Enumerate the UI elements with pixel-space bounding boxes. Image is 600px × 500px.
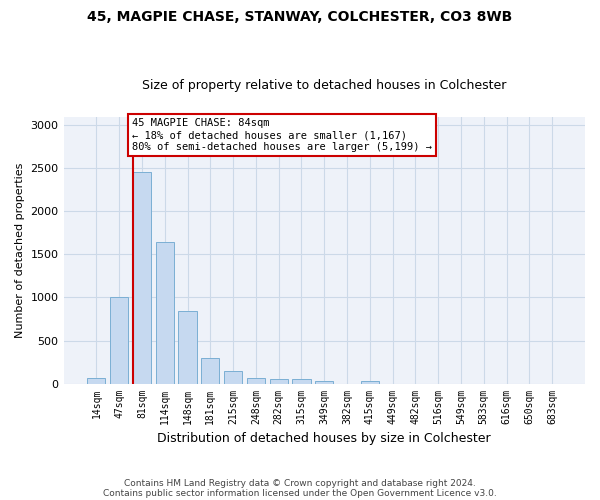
- Text: Contains HM Land Registry data © Crown copyright and database right 2024.: Contains HM Land Registry data © Crown c…: [124, 478, 476, 488]
- Bar: [247, 378, 265, 384]
- Y-axis label: Number of detached properties: Number of detached properties: [15, 162, 25, 338]
- Bar: [224, 371, 242, 384]
- Bar: [361, 381, 379, 384]
- Title: Size of property relative to detached houses in Colchester: Size of property relative to detached ho…: [142, 79, 506, 92]
- Bar: [292, 380, 311, 384]
- Text: 45, MAGPIE CHASE, STANWAY, COLCHESTER, CO3 8WB: 45, MAGPIE CHASE, STANWAY, COLCHESTER, C…: [88, 10, 512, 24]
- Text: 45 MAGPIE CHASE: 84sqm
← 18% of detached houses are smaller (1,167)
80% of semi-: 45 MAGPIE CHASE: 84sqm ← 18% of detached…: [131, 118, 431, 152]
- Bar: [87, 378, 106, 384]
- Bar: [133, 172, 151, 384]
- X-axis label: Distribution of detached houses by size in Colchester: Distribution of detached houses by size …: [157, 432, 491, 445]
- Bar: [269, 379, 288, 384]
- Bar: [178, 312, 197, 384]
- Bar: [110, 298, 128, 384]
- Bar: [201, 358, 220, 384]
- Bar: [155, 242, 174, 384]
- Text: Contains public sector information licensed under the Open Government Licence v3: Contains public sector information licen…: [103, 488, 497, 498]
- Bar: [315, 381, 334, 384]
